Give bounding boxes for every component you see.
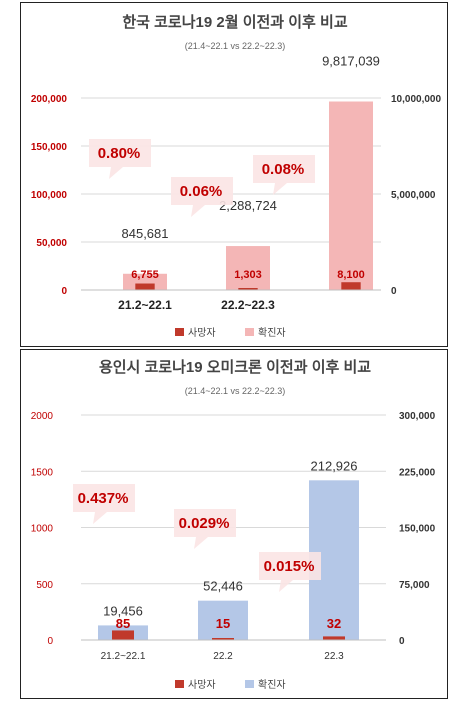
legend-label-confirmed: 확진자 [258, 327, 286, 339]
legend-swatch-confirmed [245, 680, 254, 688]
right-axis-tick-label: 300,000 [399, 411, 436, 422]
right-axis-tick-label: 75,000 [399, 580, 430, 591]
chart-svg-korea: 한국 코로나19 2월 이전과 이후 비교 (21.4~22.1 vs 22.2~… [31, 14, 442, 339]
left-axis-tick-label: 0 [61, 286, 67, 297]
data-label-confirmed: 845,681 [122, 226, 169, 241]
legend-label-deaths: 사망자 [188, 327, 216, 339]
category-label: 22.3 [324, 651, 344, 662]
data-label-deaths: 8,100 [337, 269, 365, 281]
left-axis-tick-label: 50,000 [36, 238, 67, 249]
legend-label-confirmed: 확진자 [258, 679, 286, 691]
category-label: 21.2~22.1 [118, 298, 172, 312]
bar-deaths [238, 288, 258, 290]
data-label-deaths: 85 [116, 616, 130, 631]
percent-callout-bubble [171, 177, 233, 217]
bar-deaths [212, 638, 234, 640]
bar-deaths [323, 636, 345, 640]
chart-svg-yongin: 용인시 코로나19 오미크론 이전과 이후 비교 (21.4~22.1 vs 22… [31, 358, 436, 691]
category-label: 22.2~22.3 [221, 298, 275, 312]
data-label-confirmed: 52,446 [203, 579, 243, 594]
right-axis-tick-label: 225,000 [399, 467, 436, 478]
legend-swatch-deaths [175, 680, 184, 688]
percent-callout-label: 0.06% [180, 183, 223, 200]
right-axis-tick-label: 150,000 [399, 524, 436, 535]
data-label-confirmed: 19,456 [103, 603, 143, 618]
data-label-confirmed: 2,288,724 [219, 198, 277, 213]
left-axis-tick-label: 100,000 [31, 190, 68, 201]
chart-subtitle: (21.4~22.1 vs 22.2~22.3) [185, 41, 286, 51]
category-label: 21.2~22.1 [101, 651, 146, 662]
chart-panel-yongin: 용인시 코로나19 오미크론 이전과 이후 비교 (21.4~22.1 vs 22… [20, 349, 448, 699]
legend-label-deaths: 사망자 [188, 679, 216, 691]
percent-callout-bubble [174, 509, 236, 549]
left-axis-tick-label: 500 [36, 580, 53, 591]
percent-callout-bubble [73, 484, 135, 524]
right-axis-tick-label: 10,000,000 [391, 94, 441, 105]
percent-callout-bubble [253, 155, 315, 195]
data-label-confirmed: 9,817,039 [322, 54, 380, 69]
chart-title: 한국 코로나19 2월 이전과 이후 비교 [122, 14, 347, 31]
left-axis-tick-label: 1500 [31, 467, 54, 478]
bar-confirmed [226, 246, 270, 290]
chart-panel-korea: 한국 코로나19 2월 이전과 이후 비교 (21.4~22.1 vs 22.2~… [20, 2, 448, 347]
left-axis-tick-label: 200,000 [31, 94, 68, 105]
category-label: 22.2 [213, 651, 233, 662]
data-label-deaths: 1,303 [234, 269, 262, 281]
percent-callout-label: 0.80% [98, 145, 141, 162]
bar-deaths [135, 283, 155, 290]
left-axis-tick-label: 150,000 [31, 142, 68, 153]
percent-callout-label: 0.015% [264, 558, 315, 575]
right-axis-tick-label: 5,000,000 [391, 190, 436, 201]
chart-subtitle: (21.4~22.1 vs 22.2~22.3) [185, 386, 286, 396]
percent-callout-label: 0.437% [78, 490, 129, 507]
percent-callout-label: 0.029% [179, 515, 230, 532]
bar-confirmed [329, 101, 373, 290]
right-axis-tick-label: 0 [391, 286, 397, 297]
percent-callout-bubble [89, 139, 151, 179]
left-axis-tick-label: 2000 [31, 411, 54, 422]
chart-title: 용인시 코로나19 오미크론 이전과 이후 비교 [99, 358, 371, 376]
left-axis-tick-label: 1000 [31, 524, 54, 535]
percent-callout-label: 0.08% [262, 161, 305, 178]
bar-confirmed [123, 273, 167, 290]
data-label-deaths: 32 [327, 616, 341, 631]
data-label-confirmed: 212,926 [311, 458, 358, 473]
percent-callout-bubble [259, 552, 321, 592]
right-axis-tick-label: 0 [399, 636, 405, 647]
left-axis-tick-label: 0 [47, 636, 53, 647]
data-label-deaths: 6,755 [131, 269, 159, 281]
legend-swatch-deaths [175, 328, 184, 336]
bar-confirmed [198, 600, 248, 640]
bar-deaths [112, 630, 134, 640]
legend-swatch-confirmed [245, 328, 254, 336]
data-label-deaths: 15 [216, 616, 230, 631]
bar-deaths [341, 282, 361, 290]
